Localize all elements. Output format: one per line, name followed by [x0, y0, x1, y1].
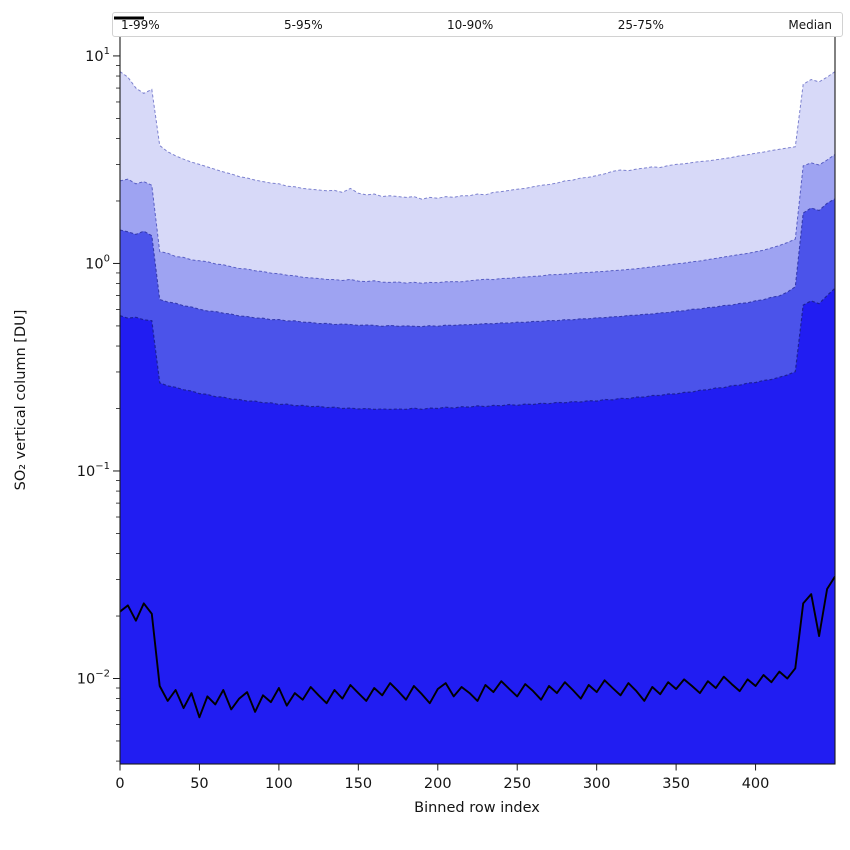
y-tick-label: 10−2 [77, 668, 110, 687]
band-edge-5-95% [120, 154, 835, 284]
x-tick-label: 300 [583, 776, 611, 792]
x-tick-label: 350 [662, 776, 690, 792]
band-edge-1-99% [120, 71, 835, 200]
legend-item-label: 10-90% [447, 17, 494, 32]
x-axis-label: Binned row index [414, 800, 540, 816]
axis-ticks: 0 50 100 150 200 250 300 350 400 101 100 10−1 10−2 [77, 46, 770, 792]
x-tick-label: 50 [190, 776, 208, 792]
x-tick-label: 250 [503, 776, 531, 792]
band-edge-25-75% [120, 287, 835, 411]
legend: 1-99% 5-95% 10-90% 25-75% Median [112, 12, 843, 37]
plot-area [120, 71, 835, 764]
legend-line-sample [114, 16, 144, 20]
y-tick-label: 10−1 [77, 461, 110, 480]
y-axis-label: SO₂ vertical column [DU] [13, 310, 29, 491]
legend-item-5-95-: 5-95% [114, 17, 323, 32]
legend-item-25-75-: 25-75% [114, 16, 664, 32]
median-line [120, 575, 835, 719]
legend-item-median: Median [114, 16, 832, 32]
x-tick-label: 100 [265, 776, 293, 792]
legend-item-label: 25-75% [617, 17, 664, 32]
x-tick-label: 400 [742, 776, 770, 792]
y-tick-label: 101 [85, 46, 110, 65]
x-tick-label: 150 [344, 776, 372, 792]
band-fill-25-75% [120, 288, 835, 764]
y-tick-label: 100 [85, 253, 110, 272]
legend-item-label: Median [788, 17, 832, 32]
x-tick-label: 200 [424, 776, 452, 792]
legend-item-label: 5-95% [284, 17, 323, 32]
legend-item-label: 1-99% [121, 17, 160, 32]
legend-item-10-90-: 10-90% [114, 17, 494, 32]
x-tick-label: 0 [115, 776, 124, 792]
